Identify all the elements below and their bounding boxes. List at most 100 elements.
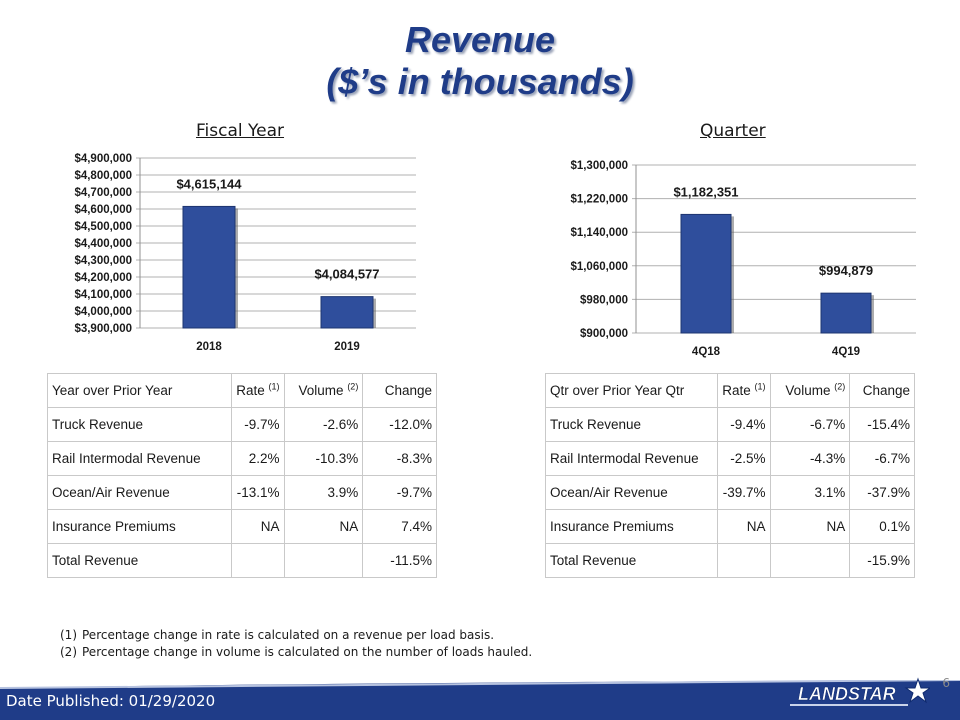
table-row: Ocean/Air Revenue -39.7% 3.1% -37.9% <box>545 475 915 510</box>
footnote-text: Percentage change in rate is calculated … <box>82 628 495 642</box>
change-cell: 0.1% <box>849 509 915 544</box>
volume-cell: NA <box>769 509 851 544</box>
quarter-over-quarter-table: Qtr over Prior Year Qtr Rate (1) Volume … <box>545 373 915 578</box>
quarter-chart-title: Quarter <box>700 121 766 141</box>
rate-cell: -13.1% <box>230 475 285 510</box>
table-row: Rail Intermodal Revenue 2.2% -10.3% -8.3% <box>47 441 437 476</box>
footnote-number: (2) <box>60 645 77 659</box>
header-change: Change <box>362 373 437 408</box>
y-tick-label: $1,300,000 <box>570 160 628 172</box>
rate-cell <box>716 543 771 578</box>
data-label: $4,084,577 <box>314 267 379 282</box>
row-label: Truck Revenue <box>47 407 232 442</box>
rate-cell: 2.2% <box>230 441 285 476</box>
row-label: Total Revenue <box>47 543 232 578</box>
rate-cell: NA <box>230 509 285 544</box>
change-cell: -37.9% <box>849 475 915 510</box>
footnotes: (1) Percentage change in rate is calcula… <box>60 627 532 661</box>
landstar-logo: LANDSTAR <box>790 677 930 706</box>
slide-title: Revenue <box>404 19 556 60</box>
date-published: Date Published: 01/29/2020 <box>6 692 216 710</box>
change-cell: -15.4% <box>849 407 915 442</box>
volume-cell: -6.7% <box>769 407 851 442</box>
y-tick-label: $4,300,000 <box>74 255 132 267</box>
row-label: Truck Revenue <box>545 407 718 442</box>
volume-cell <box>283 543 364 578</box>
star-icon <box>904 677 930 704</box>
y-tick-label: $4,000,000 <box>74 306 132 318</box>
footnote: (1) Percentage change in rate is calcula… <box>60 627 532 644</box>
header-rate: Rate (1) <box>230 373 285 408</box>
volume-cell: -2.6% <box>283 407 364 442</box>
data-label: $994,879 <box>819 263 873 278</box>
change-cell: 7.4% <box>362 509 437 544</box>
header-category: Year over Prior Year <box>47 373 232 408</box>
change-cell: -15.9% <box>849 543 915 578</box>
footnote: (2) Percentage change in volume is calcu… <box>60 644 532 661</box>
y-tick-label: $1,220,000 <box>570 194 628 206</box>
x-tick-label: 2018 <box>196 341 222 353</box>
table-row: Total Revenue -11.5% <box>47 543 437 578</box>
rate-cell: -39.7% <box>716 475 771 510</box>
y-tick-label: $4,700,000 <box>74 187 132 199</box>
table-row: Insurance Premiums NA NA 0.1% <box>545 509 915 544</box>
y-tick-label: $1,140,000 <box>570 227 628 239</box>
table-row: Total Revenue -15.9% <box>545 543 915 578</box>
header-change: Change <box>849 373 915 408</box>
y-tick-label: $4,400,000 <box>74 238 132 250</box>
change-cell: -6.7% <box>849 441 915 476</box>
fiscal-year-bar-chart: $3,900,000 $4,000,000 $4,100,000 $4,200,000… <box>74 153 416 353</box>
header-category: Qtr over Prior Year Qtr <box>545 373 718 408</box>
volume-cell: -4.3% <box>769 441 851 476</box>
change-cell: -11.5% <box>362 543 437 578</box>
change-cell: -12.0% <box>362 407 437 442</box>
year-over-year-table: Year over Prior Year Rate (1) Volume (2)… <box>47 373 437 578</box>
rate-cell: -2.5% <box>716 441 771 476</box>
change-cell: -8.3% <box>362 441 437 476</box>
footer-band <box>0 680 960 720</box>
table-row: Rail Intermodal Revenue -2.5% -4.3% -6.7% <box>545 441 915 476</box>
table-row: Truck Revenue -9.7% -2.6% -12.0% <box>47 407 437 442</box>
quarter-bar-chart: $900,000 $980,000 $1,060,000 $1,140,000 $1,2… <box>570 160 916 358</box>
row-label: Insurance Premiums <box>47 509 232 544</box>
row-label: Ocean/Air Revenue <box>545 475 718 510</box>
svg-text:LANDSTAR: LANDSTAR <box>798 684 896 704</box>
row-label: Rail Intermodal Revenue <box>545 441 718 476</box>
page-number: 6 <box>942 676 950 690</box>
row-label: Insurance Premiums <box>545 509 718 544</box>
header-volume: Volume (2) <box>283 373 364 408</box>
y-tick-label: $4,200,000 <box>74 272 132 284</box>
rate-cell: -9.7% <box>230 407 285 442</box>
rate-cell: -9.4% <box>716 407 771 442</box>
table-row: Insurance Premiums NA NA 7.4% <box>47 509 437 544</box>
y-tick-label: $3,900,000 <box>74 323 132 335</box>
y-tick-label: $4,900,000 <box>74 153 132 165</box>
y-tick-label: $900,000 <box>580 328 628 340</box>
rate-cell: NA <box>716 509 771 544</box>
table-row: Ocean/Air Revenue -13.1% 3.9% -9.7% <box>47 475 437 510</box>
row-label: Ocean/Air Revenue <box>47 475 232 510</box>
y-tick-label: $4,100,000 <box>74 289 132 301</box>
header-volume: Volume (2) <box>769 373 851 408</box>
row-label: Rail Intermodal Revenue <box>47 441 232 476</box>
volume-cell <box>769 543 851 578</box>
bar <box>320 296 374 329</box>
y-tick-label: $1,060,000 <box>570 261 628 273</box>
bar <box>182 205 236 329</box>
x-tick-label: 4Q18 <box>692 346 721 358</box>
fiscal-year-chart-title: Fiscal Year <box>196 121 285 141</box>
row-label: Total Revenue <box>545 543 718 578</box>
y-tick-label: $4,800,000 <box>74 170 132 182</box>
footnote-text: Percentage change in volume is calculate… <box>82 645 533 659</box>
volume-cell: 3.1% <box>769 475 851 510</box>
header-rate: Rate (1) <box>716 373 771 408</box>
table-row: Truck Revenue -9.4% -6.7% -15.4% <box>545 407 915 442</box>
y-tick-label: $4,500,000 <box>74 221 132 233</box>
volume-cell: NA <box>283 509 364 544</box>
x-tick-label: 2019 <box>334 341 360 353</box>
volume-cell: -10.3% <box>283 441 364 476</box>
slide-subtitle: ($’s in thousands) <box>326 61 634 102</box>
rate-cell <box>230 543 285 578</box>
footnote-number: (1) <box>60 628 77 642</box>
change-cell: -9.7% <box>362 475 437 510</box>
